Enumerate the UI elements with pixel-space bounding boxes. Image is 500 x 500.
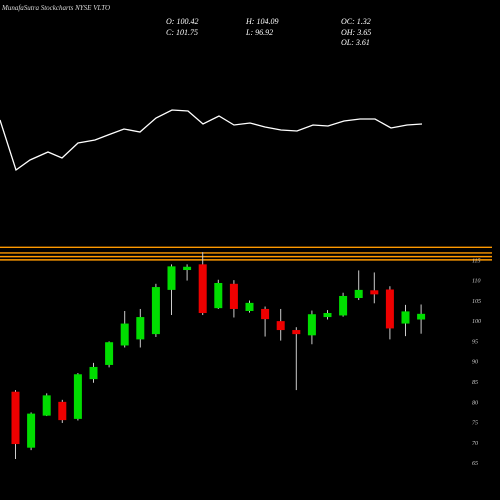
candle-17 [276,308,285,341]
candle-11 [183,264,192,281]
candle-body [73,374,82,419]
candle-16 [261,306,270,337]
candle-body [385,289,394,329]
candle-body [261,308,270,320]
candle-body [214,282,223,309]
y-tick-label: 90 [472,360,478,366]
y-tick-label: 115 [472,258,481,264]
resistance-layer [0,246,492,261]
candle-1 [27,412,36,451]
candle-5 [89,362,98,383]
candle-body [183,266,192,271]
open-value: O: 100.42 [166,17,199,26]
watermark-brand: MunafaSutra [2,4,39,12]
candle-23 [370,272,379,304]
candle-7 [120,310,129,348]
low-value: L: 96.92 [246,28,274,37]
y-tick-label: 70 [472,441,478,447]
watermark: MunafaSutra Stockcharts NYSE VLTO [2,4,110,12]
candle-3 [58,399,67,423]
ol-value: OL: 3.61 [341,38,370,47]
y-tick-label: 105 [472,299,481,305]
candle-body [136,317,145,340]
candle-20 [323,310,332,320]
candle-body [89,366,98,380]
candle-22 [354,270,363,301]
y-tick-label: 65 [472,461,478,467]
candle-body [276,321,285,331]
candle-body [11,391,20,445]
candle-15 [245,300,254,313]
candle-body [307,314,316,336]
indicator-line [0,109,423,172]
candle-body [58,401,67,421]
y-tick-label: 95 [472,339,478,345]
candle-body [120,323,129,346]
y-tick-label: 85 [472,380,478,386]
candle-12 [198,252,207,316]
candle-body [354,289,363,299]
candle-13 [214,279,223,309]
candle-body [27,413,36,448]
y-tick-label: 80 [472,400,478,406]
candle-18 [292,327,301,391]
candle-body [167,266,176,290]
candle-8 [136,308,145,348]
candle-19 [307,310,316,345]
candle-10 [167,264,176,316]
oc-value: OC: 1.32 [341,17,371,26]
candle-26 [417,304,426,334]
indicator-layer [0,109,423,172]
y-tick-label: 75 [472,421,478,427]
candle-body [292,330,301,335]
candle-9 [151,283,160,337]
high-value: H: 104.09 [246,17,279,26]
candle-0 [11,390,20,460]
y-axis: 65 70 75 80 85 90 95 100 105 110 115 [472,258,481,467]
candle-24 [385,286,394,340]
candle-body [339,295,348,316]
candle-body [229,283,238,309]
candle-body [417,313,426,320]
candle-body [151,287,160,335]
candle-6 [105,341,114,368]
candle-4 [73,373,82,421]
candle-body [42,395,51,416]
candle-25 [401,304,410,337]
candle-body [245,302,254,311]
y-tick-label: 110 [472,279,481,285]
close-value: C: 101.75 [166,28,198,37]
candle-body [370,290,379,295]
oh-value: OH: 3.65 [341,28,372,37]
chart-title: Stockcharts NYSE VLTO [40,4,111,12]
candle-21 [339,292,348,317]
candle-body [401,311,410,324]
candle-14 [229,280,238,318]
candle-body [105,342,114,365]
candle-body [323,313,332,318]
y-tick-label: 100 [472,319,481,325]
candle-2 [42,393,51,417]
candle-body [198,264,207,314]
candle-layer [11,252,426,460]
